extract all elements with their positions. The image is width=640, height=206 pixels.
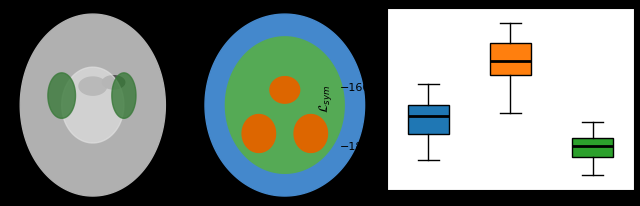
Polygon shape [112, 73, 136, 118]
Polygon shape [102, 76, 125, 89]
Y-axis label: $\mathcal{L}_{sym}$: $\mathcal{L}_{sym}$ [317, 85, 335, 113]
Polygon shape [270, 77, 300, 103]
Polygon shape [61, 67, 124, 143]
Polygon shape [79, 77, 107, 95]
Polygon shape [294, 115, 328, 152]
Polygon shape [20, 14, 165, 196]
Polygon shape [242, 115, 275, 152]
PathPatch shape [572, 138, 613, 157]
Polygon shape [48, 73, 76, 118]
Polygon shape [205, 14, 365, 196]
PathPatch shape [490, 43, 531, 75]
PathPatch shape [408, 105, 449, 134]
Polygon shape [225, 37, 344, 173]
